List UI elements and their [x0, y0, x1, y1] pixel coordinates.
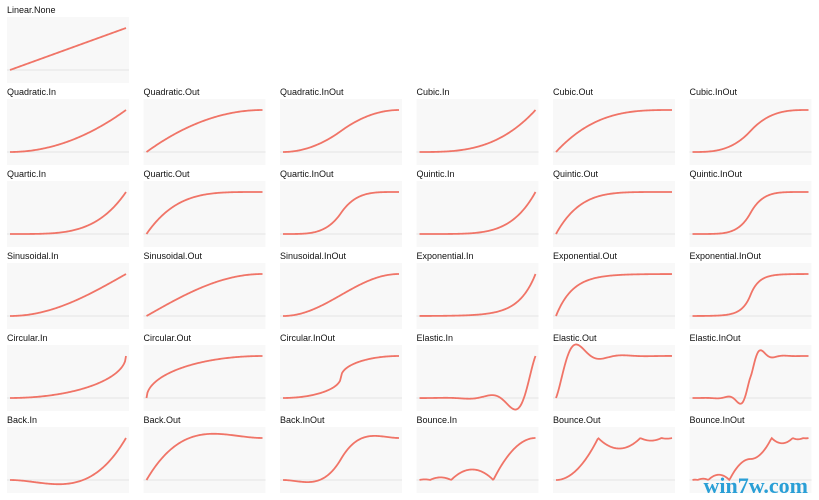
panel-background: [143, 427, 266, 493]
panel-label: Sinusoidal.In: [7, 251, 59, 261]
panel-label: Cubic.Out: [553, 87, 594, 97]
panel-label: Exponential.InOut: [690, 251, 762, 261]
easing-curve: [555, 109, 672, 153]
panel-label: Bounce.InOut: [690, 415, 746, 425]
panel-label: Elastic.InOut: [690, 333, 742, 343]
easing-curve: [692, 436, 809, 482]
panel-background: [553, 99, 675, 165]
easing-curve: [282, 434, 400, 484]
easing-curve: [282, 109, 400, 153]
panel-label: Elastic.In: [417, 333, 454, 343]
easing-curve: [419, 191, 537, 235]
panel-background: [7, 99, 129, 165]
panel-label: Quadratic.InOut: [280, 87, 344, 97]
easing-curve: [692, 349, 809, 405]
easing-curve: [145, 432, 263, 481]
panel-background: [143, 99, 266, 165]
easing-curve: [10, 109, 127, 153]
panel-label: Quartic.InOut: [280, 169, 334, 179]
panel-label: Elastic.Out: [553, 333, 597, 343]
panel-label: Circular.Out: [144, 333, 192, 343]
easing-curve: [419, 109, 537, 153]
panel-background: [7, 345, 129, 411]
panel-label: Quadratic.In: [7, 87, 56, 97]
panel-label: Bounce.In: [417, 415, 458, 425]
panel-background: [689, 427, 812, 493]
panel-label: Quartic.Out: [144, 169, 191, 179]
easing-curve: [10, 191, 127, 235]
easing-curve: [146, 273, 263, 317]
easing-curve: [419, 355, 537, 411]
panel-background: [553, 263, 675, 329]
easing-curve: [692, 109, 809, 153]
easing-curve: [692, 273, 809, 317]
panel-background: [7, 263, 129, 329]
easing-curve: [419, 273, 537, 317]
easing-curve: [555, 273, 673, 317]
panel-label: Bounce.Out: [553, 415, 601, 425]
panel-label: Back.In: [7, 415, 37, 425]
panel-label: Quintic.InOut: [690, 169, 743, 179]
panel-label: Exponential.In: [417, 251, 474, 261]
panel-background: [416, 345, 539, 411]
panel-label: Linear.None: [7, 5, 56, 15]
easing-curve: [145, 109, 263, 153]
panel-background: [143, 181, 266, 247]
panel-label: Quadratic.Out: [144, 87, 201, 97]
easing-curve: [9, 27, 127, 71]
panel-label: Quartic.In: [7, 169, 46, 179]
easing-curve: [283, 355, 399, 399]
panel-label: Quintic.Out: [553, 169, 599, 179]
panel-label: Circular.InOut: [280, 333, 336, 343]
panel-label: Quintic.In: [417, 169, 455, 179]
easing-curve: [145, 355, 263, 399]
easing-curve: [555, 343, 673, 399]
panel-background: [143, 263, 266, 329]
easing-curve: [10, 273, 127, 317]
easing-curve: [282, 273, 400, 317]
easing-curve: [10, 437, 127, 486]
easing-curve: [145, 191, 263, 235]
easing-curve: [283, 191, 399, 235]
panel-background: [416, 99, 539, 165]
panel-label: Back.Out: [144, 415, 182, 425]
panel-background: [7, 17, 129, 83]
panel-background: [416, 181, 539, 247]
panel-background: [7, 181, 129, 247]
panel-label: Back.InOut: [280, 415, 325, 425]
panel-background: [553, 427, 675, 493]
panel-background: [553, 345, 675, 411]
panel-label: Cubic.In: [417, 87, 450, 97]
panel-background: [416, 427, 539, 493]
easing-curve: [10, 355, 127, 399]
easing-curve: [692, 191, 809, 235]
panel-label: Exponential.Out: [553, 251, 618, 261]
easing-curve: [555, 191, 672, 235]
panel-label: Cubic.InOut: [690, 87, 738, 97]
panel-background: [416, 263, 539, 329]
watermark: win7w.com: [704, 473, 809, 498]
panel-label: Circular.In: [7, 333, 48, 343]
easing-curve: [555, 437, 673, 481]
panel-label: Sinusoidal.Out: [144, 251, 203, 261]
panel-label: Sinusoidal.InOut: [280, 251, 347, 261]
easing-curve: [419, 437, 536, 481]
